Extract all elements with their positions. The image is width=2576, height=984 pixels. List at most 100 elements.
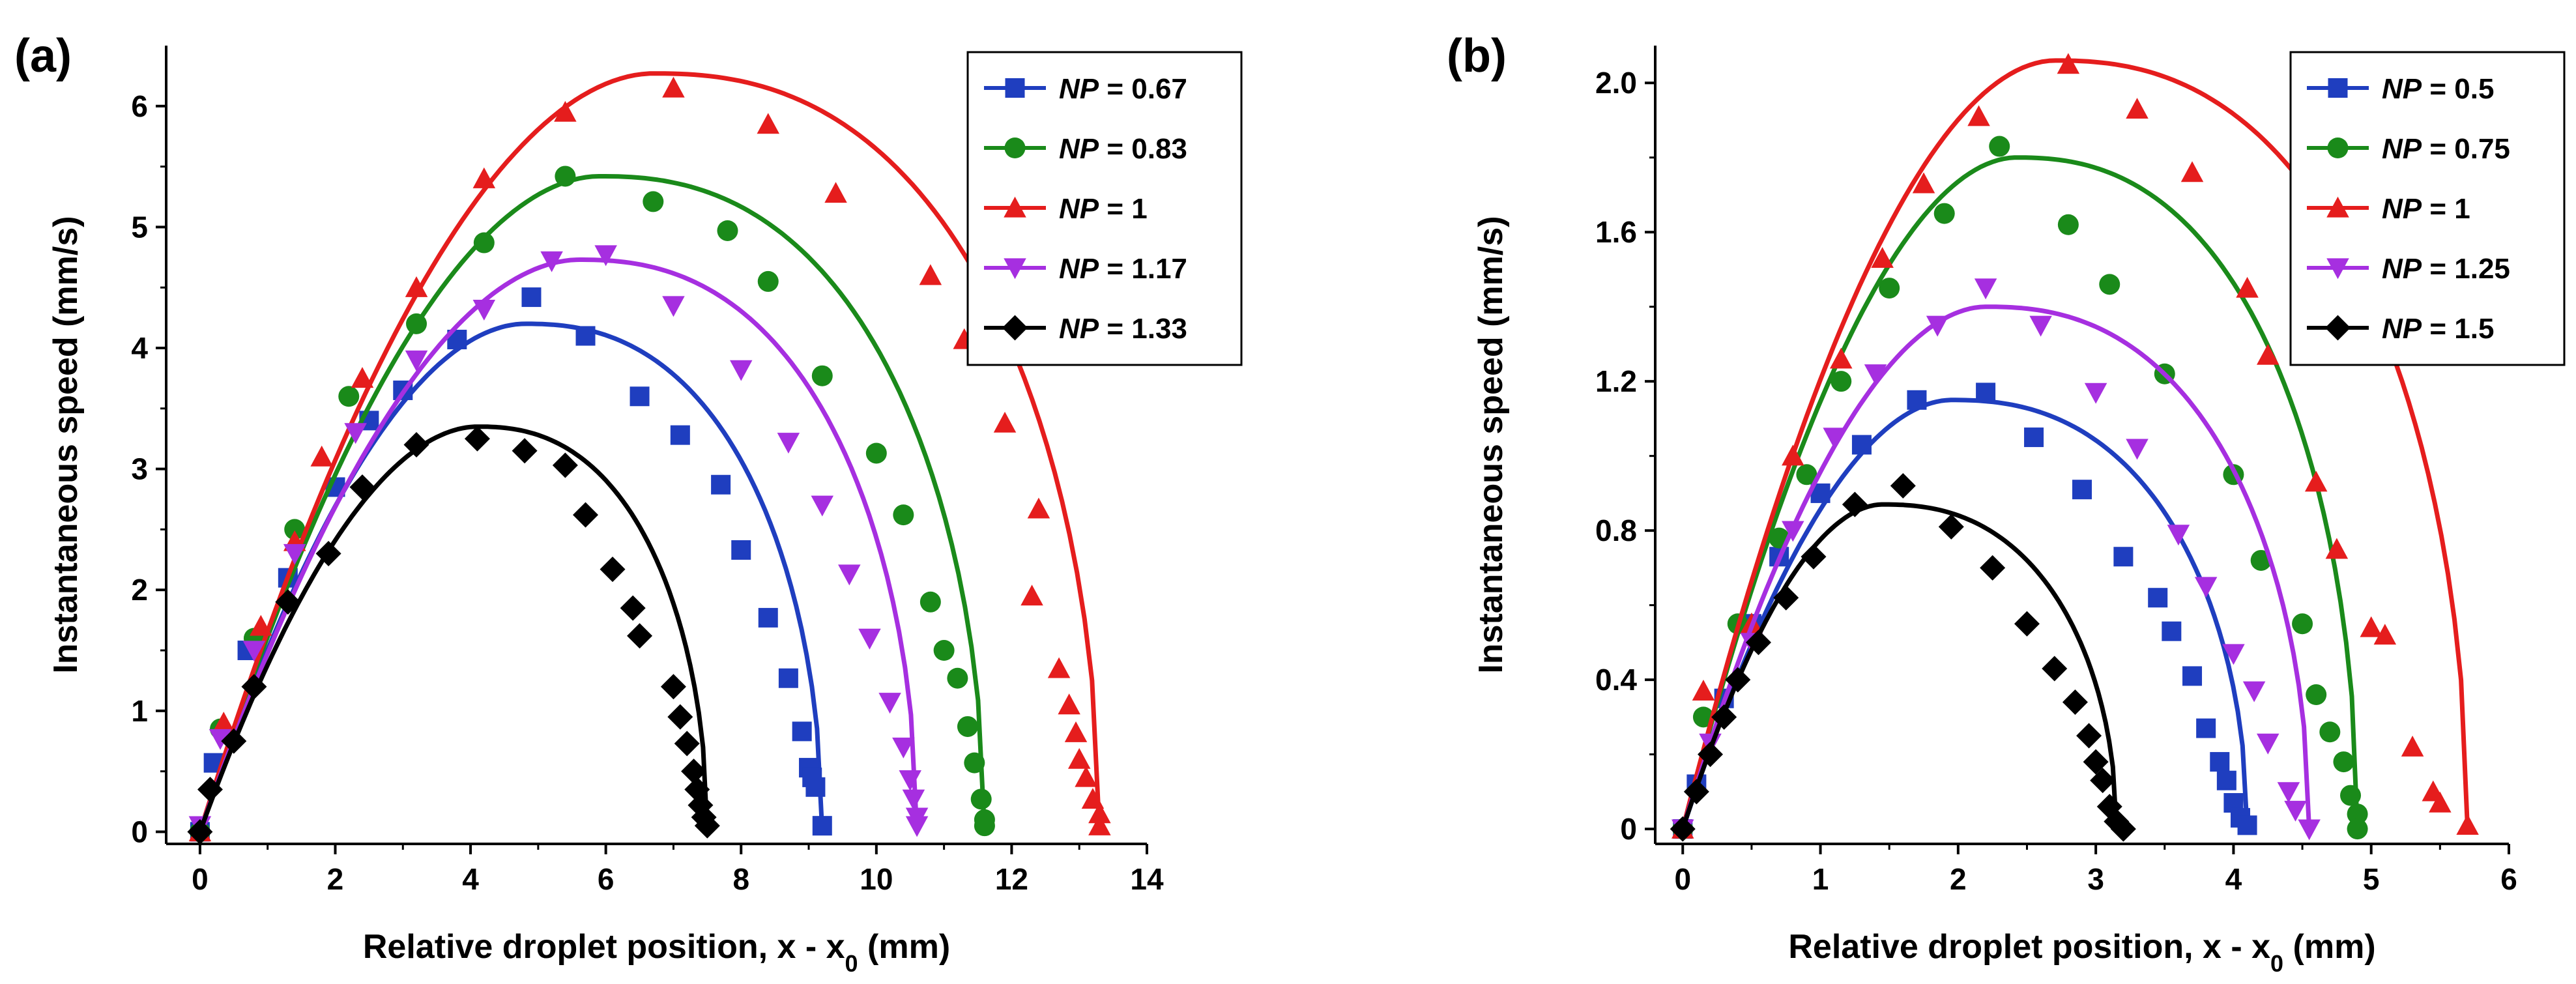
data-point (338, 386, 360, 407)
data-point (711, 474, 731, 495)
data-point (1683, 779, 1709, 805)
data-point (1796, 464, 1817, 485)
data-point (1692, 680, 1715, 701)
data-point (554, 100, 577, 122)
y-tick-label: 1 (131, 694, 148, 728)
data-point (964, 752, 985, 774)
panel-label: (a) (14, 30, 72, 82)
x-tick-label: 4 (462, 862, 479, 896)
data-point (1933, 203, 1955, 224)
data-point (2242, 681, 2266, 702)
data-point (660, 674, 686, 700)
data-point (2194, 577, 2218, 598)
fit-curve (197, 257, 919, 833)
data-point (970, 789, 992, 810)
x-tick-label: 10 (860, 862, 893, 896)
fit-curve (1680, 155, 2360, 830)
legend-label: NP = 0.5 (2382, 73, 2494, 105)
x-axis-title: Relative droplet position, x - x0 (mm) (1788, 928, 2375, 977)
series-0 (1673, 383, 2257, 839)
x-axis-title: Relative droplet position, x - x0 (mm) (363, 928, 950, 977)
data-point (1851, 435, 1872, 455)
legend-marker (2326, 196, 2349, 218)
data-point (1989, 136, 2010, 157)
data-point (473, 232, 495, 253)
data-point (667, 704, 693, 730)
series-3 (188, 245, 929, 837)
series-4 (1670, 472, 2136, 842)
data-point (974, 815, 995, 837)
y-tick-label: 3 (131, 452, 148, 486)
data-point (933, 640, 955, 661)
data-point (643, 191, 664, 212)
data-point (600, 557, 626, 583)
y-tick-label: 2.0 (1595, 66, 1637, 100)
data-point (212, 712, 235, 733)
x-tick-label: 14 (1130, 862, 1164, 896)
data-point (1058, 693, 1080, 715)
data-point (2162, 621, 2182, 641)
data-point (1081, 788, 1105, 809)
data-point (1088, 814, 1111, 835)
data-point (902, 789, 925, 811)
data-point (2216, 770, 2236, 790)
x-tick-label: 1 (1812, 862, 1829, 896)
data-point (878, 693, 901, 714)
data-point (630, 386, 650, 407)
data-point (865, 442, 887, 464)
x-tick-label: 0 (1674, 862, 1691, 896)
data-point (717, 220, 738, 241)
data-point (406, 313, 427, 334)
series-3 (1672, 278, 2321, 841)
data-point (575, 326, 596, 346)
data-point (2256, 343, 2279, 365)
data-point (2333, 751, 2354, 773)
data-point (349, 474, 375, 500)
data-point (993, 411, 1017, 433)
fit-curve (197, 174, 987, 833)
data-point (1976, 383, 1996, 403)
data-point (805, 777, 826, 797)
data-point (2306, 684, 2327, 706)
legend-label: NP = 1 (1059, 193, 1148, 225)
y-tick-label: 5 (131, 210, 148, 244)
data-point (2148, 588, 2168, 608)
data-point (824, 182, 847, 203)
data-point (1725, 667, 1751, 693)
x-tick-label: 6 (2500, 862, 2517, 896)
data-point (905, 816, 929, 837)
data-point (2014, 611, 2040, 637)
fit-curve (1680, 304, 2312, 830)
legend-label: NP = 1 (2382, 193, 2470, 225)
data-point (2099, 274, 2120, 295)
data-point (2057, 214, 2079, 235)
data-point (1823, 427, 1845, 449)
legend-label: NP = 1.5 (2382, 313, 2494, 345)
data-point (947, 667, 968, 689)
data-point (1782, 521, 1804, 542)
data-point (1670, 816, 1696, 842)
data-point (1075, 766, 1097, 787)
data-point (242, 641, 266, 662)
data-point (811, 365, 833, 386)
data-point (1980, 555, 2006, 581)
fit-curve (197, 424, 710, 833)
data-point (2072, 480, 2092, 500)
data-point (405, 276, 428, 297)
legend-marker (2325, 315, 2351, 341)
data-point (1871, 247, 1894, 268)
data-point (1782, 444, 1804, 466)
data-point (2113, 547, 2134, 567)
y-axis-title: Instantaneous speed (mm/s) (1472, 216, 1510, 673)
data-point (2237, 815, 2257, 835)
legend-marker (1004, 196, 1026, 218)
data-point (2360, 616, 2382, 637)
data-point (2325, 538, 2349, 559)
data-point (2236, 276, 2259, 298)
data-point (464, 426, 490, 452)
data-point (2292, 613, 2313, 635)
data-point (838, 564, 861, 586)
legend-marker (2326, 258, 2349, 280)
legend-label: NP = 0.75 (2382, 133, 2510, 165)
